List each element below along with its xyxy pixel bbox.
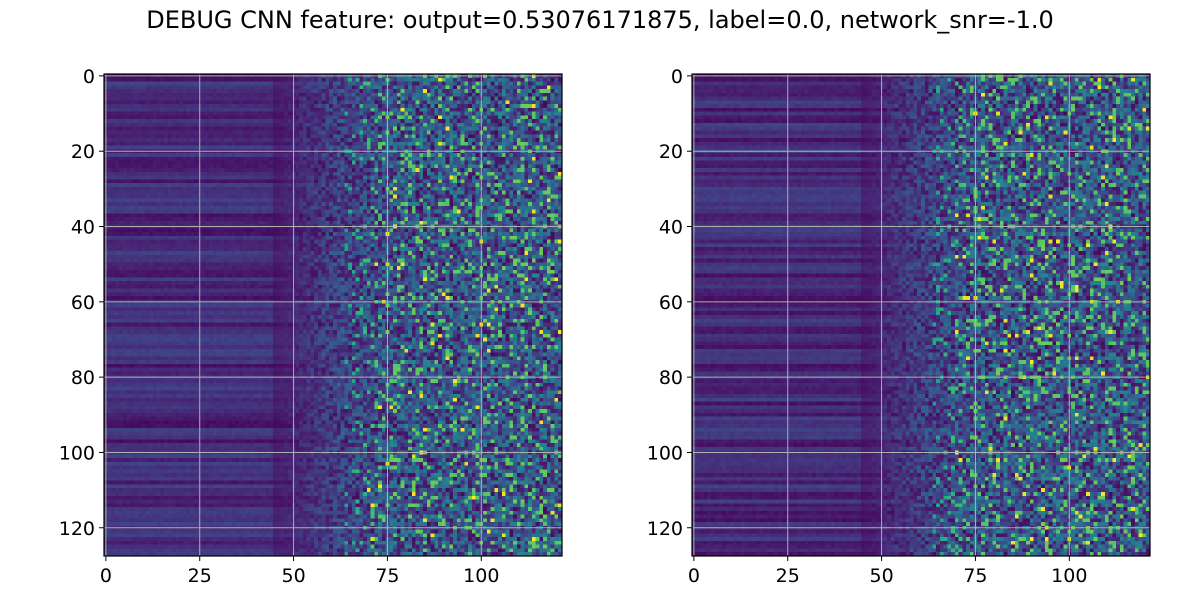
- y-tick-label: 100: [59, 442, 95, 464]
- x-tick-label: 100: [1051, 565, 1087, 587]
- axes-frame: [691, 73, 1151, 557]
- x-tick-label: 75: [375, 565, 399, 587]
- y-tick-label: 60: [71, 292, 95, 314]
- y-tick-label: 20: [659, 141, 683, 163]
- y-tick-label: 40: [659, 217, 683, 239]
- figure-title: DEBUG CNN feature: output=0.53076171875,…: [146, 6, 1054, 34]
- y-tick-label: 60: [659, 292, 683, 314]
- x-tick-label: 25: [776, 565, 800, 587]
- y-tick-label: 80: [71, 367, 95, 389]
- x-tick-label: 0: [100, 565, 112, 587]
- axes-frame: [103, 73, 563, 557]
- y-tick-label: 40: [71, 217, 95, 239]
- heatmap-image: [104, 74, 562, 556]
- x-tick-label: 75: [963, 565, 987, 587]
- y-tick-label: 80: [659, 367, 683, 389]
- x-tick-label: 0: [688, 565, 700, 587]
- x-tick-label: 50: [869, 565, 893, 587]
- y-tick-label: 20: [71, 141, 95, 163]
- x-tick-label: 25: [188, 565, 212, 587]
- y-tick-label: 120: [647, 518, 683, 540]
- y-tick-label: 0: [83, 66, 95, 88]
- x-tick-label: 50: [281, 565, 305, 587]
- y-tick-label: 100: [647, 442, 683, 464]
- y-tick-label: 0: [671, 66, 683, 88]
- x-tick-label: 100: [463, 565, 499, 587]
- y-tick-label: 120: [59, 518, 95, 540]
- heatmap-image: [692, 74, 1150, 556]
